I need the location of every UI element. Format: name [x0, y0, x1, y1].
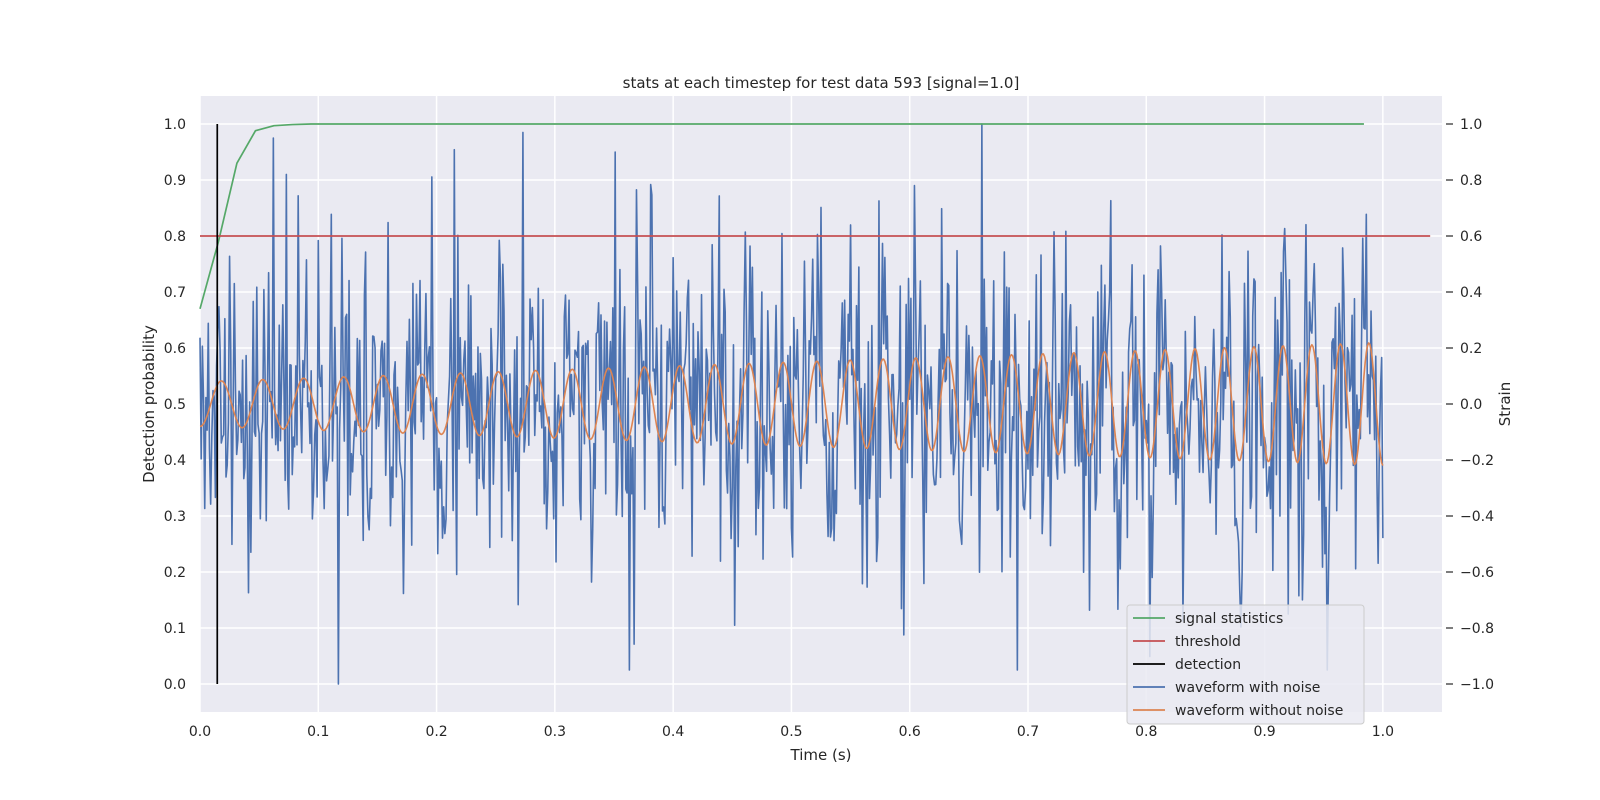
y-tick-label-4: 0.4 [164, 453, 186, 469]
x-tick-label-10: 1.0 [1372, 724, 1394, 740]
y-tick-label-3: 0.3 [164, 509, 186, 525]
legend-label-waveform-with-noise: waveform with noise [1175, 680, 1320, 696]
y-tick-label-0: 0.0 [164, 677, 186, 693]
y2-tick-label-8: 0.6 [1460, 229, 1482, 245]
y-tick-label-2: 0.2 [164, 565, 186, 581]
y-tick-label-7: 0.7 [164, 285, 186, 301]
series-layer [199, 123, 1431, 685]
x-tick-label-5: 0.5 [780, 724, 802, 740]
legend: signal statistics threshold detection wavef… [1126, 604, 1365, 725]
x-tick-label-3: 0.3 [544, 724, 566, 740]
y-tick-label-5: 0.5 [164, 397, 186, 413]
y2-tick-label-9: 0.8 [1460, 173, 1482, 189]
x-tick-label-8: 0.8 [1135, 724, 1157, 740]
y2-tick-label-0: −1.0 [1460, 677, 1494, 693]
chart-title: stats at each timestep for test data 593… [623, 74, 1020, 92]
series-line-signal-statistics [199, 123, 1364, 310]
series-line-waveform-without-noise [199, 342, 1384, 466]
y2-tick-label-5: 0.0 [1460, 397, 1482, 413]
x-tick-label-2: 0.2 [425, 724, 447, 740]
y-axis-label: Detection probability [140, 325, 158, 483]
x-tick-label-1: 0.1 [307, 724, 329, 740]
y2-tick-label-10: 1.0 [1460, 117, 1482, 133]
legend-label-signal-statistics: signal statistics [1175, 611, 1283, 627]
y-tick-label-1: 0.1 [164, 621, 186, 637]
y2-axis-label: Strain [1496, 382, 1514, 426]
x-tick-label-4: 0.4 [662, 724, 684, 740]
y-tick-label-9: 0.9 [164, 173, 186, 189]
x-tick-label-7: 0.7 [1017, 724, 1039, 740]
y2-tick-label-4: −0.2 [1460, 453, 1494, 469]
x-tick-label-0: 0.0 [189, 724, 211, 740]
y-tick-label-6: 0.6 [164, 341, 186, 357]
legend-label-detection: detection [1175, 657, 1241, 673]
x-axis-label: Time (s) [790, 746, 852, 764]
y2-tick-label-7: 0.4 [1460, 285, 1482, 301]
y-tick-label-10: 1.0 [164, 117, 186, 133]
legend-label-threshold: threshold [1175, 634, 1241, 650]
legend-box [1126, 604, 1365, 725]
x-tick-label-9: 0.9 [1253, 724, 1275, 740]
y2-tick-label-2: −0.6 [1460, 565, 1494, 581]
y2-tick-label-3: −0.4 [1460, 509, 1494, 525]
y2-tick-label-1: −0.8 [1460, 621, 1494, 637]
x-tick-label-6: 0.6 [899, 724, 921, 740]
legend-label-waveform-without-noise: waveform without noise [1175, 703, 1343, 719]
ticks: 0.0 0.1 0.2 0.3 0.4 0.5 0.6 0.7 0.8 0.9 1.0 0.0 0.1 0… [164, 117, 1494, 740]
series-line-waveform-with-noise [199, 123, 1384, 685]
y2-tick-label-6: 0.2 [1460, 341, 1482, 357]
y-tick-label-8: 0.8 [164, 229, 186, 245]
